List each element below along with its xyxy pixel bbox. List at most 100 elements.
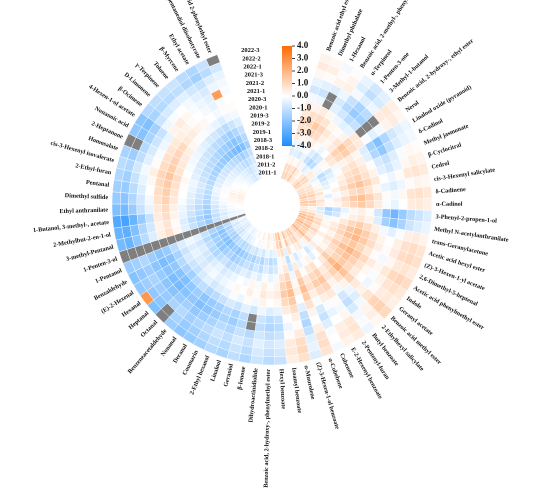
heatmap-cell [170, 218, 181, 228]
colorbar-tick-label: 4.0 [297, 40, 309, 50]
compound-label: β-Ionone [236, 366, 247, 391]
heatmap-cell [273, 298, 282, 308]
heatmap-cell [161, 204, 171, 213]
sample-label: 2022-2 [242, 55, 260, 62]
heatmap-cell [415, 198, 424, 211]
sample-label: 2011-1 [258, 170, 276, 177]
heatmap-cell [414, 209, 424, 222]
heatmap-cell [153, 204, 162, 214]
compound-label: Nerol [404, 99, 420, 113]
heatmap-cell [272, 265, 279, 275]
heatmap-cell [357, 207, 367, 216]
compound-label: 1-Butanol, 3-methyl-, acetate [33, 219, 110, 234]
heatmap-cell [145, 213, 155, 224]
heatmap-cell [162, 219, 173, 230]
heatmap-cell [120, 214, 131, 228]
compound-label: α-Muurolene [302, 365, 316, 401]
compound-label: Ethyl anthranilate [59, 207, 108, 216]
sample-label: 2022-1 [243, 63, 261, 70]
heatmap-cell [194, 204, 204, 211]
heatmap-cell [406, 198, 416, 211]
heatmap-cell [364, 185, 374, 195]
heatmap-cell [398, 209, 408, 221]
heatmap-cell [388, 217, 399, 229]
heatmap-cell [219, 204, 228, 209]
heatmap-cell [136, 213, 147, 225]
sample-label: 2019-3 [250, 112, 269, 119]
heatmap-cell [380, 216, 391, 228]
heatmap-cell [356, 193, 367, 202]
heatmap-cell [251, 346, 264, 357]
heatmap-cell [258, 297, 267, 308]
colorbar-tick-label: -3.0 [297, 128, 312, 138]
heatmap-cell [128, 192, 138, 205]
heatmap-cell [186, 204, 195, 212]
heatmap-cell [273, 314, 284, 324]
heatmap-cell [282, 321, 294, 332]
compound-label: Cedrol [431, 160, 450, 171]
heatmap-cell [398, 199, 408, 210]
compound-label: α-Cadinol [436, 201, 463, 208]
heatmap-cell [265, 298, 274, 308]
heatmap-cell [262, 356, 275, 366]
heatmap-cell [194, 209, 204, 217]
heatmap-cell [373, 208, 383, 218]
heatmap-cell [332, 201, 342, 208]
heatmap-cell [274, 331, 285, 341]
heatmap-cell [281, 305, 291, 316]
compound-label: 3-Phenyl-2-propen-1-ol [435, 213, 497, 224]
heatmap-cell [186, 197, 195, 205]
heatmap-cell [128, 182, 139, 195]
heatmap-cell [169, 204, 179, 213]
heatmap-cell [348, 194, 358, 202]
heatmap-cell [332, 196, 342, 203]
heatmap-cell [355, 186, 366, 196]
heatmap-cell [272, 240, 277, 250]
heatmap-cell [267, 265, 274, 275]
compound-label: Isoamyl benzoate [290, 367, 303, 414]
heatmap-cell [349, 201, 358, 209]
heatmap-cell [227, 204, 237, 209]
heatmap-cell [397, 188, 408, 200]
sample-label: 2018-1 [256, 153, 274, 160]
heatmap-cell [136, 193, 146, 205]
heatmap-cell [272, 257, 278, 267]
heatmap-cell [111, 203, 121, 217]
sample-label: 2021-3 [245, 72, 264, 79]
heatmap-cell [406, 187, 416, 200]
heatmap-cell [381, 208, 391, 219]
heatmap-cell [250, 355, 264, 365]
heatmap-cell [285, 346, 298, 357]
heatmap-cell [283, 329, 296, 340]
heatmap-cell [161, 187, 172, 197]
heatmap-cell [256, 170, 263, 180]
heatmap-cell [272, 249, 278, 258]
compound-label: Linalool [209, 359, 223, 382]
heatmap-cell [406, 209, 416, 222]
colorbar-tick-label: -4.0 [297, 140, 312, 150]
heatmap-cell [136, 183, 147, 195]
colorbar-tick-label: 1.0 [297, 78, 309, 88]
sample-label: 2019-2 [251, 121, 269, 128]
sample-label: 2019-1 [253, 129, 271, 136]
heatmap-cell [202, 204, 212, 211]
heatmap-cell [284, 338, 297, 349]
heatmap-cell [273, 281, 281, 291]
heatmap-cell [390, 199, 400, 210]
heatmap-cell [315, 198, 325, 204]
heatmap-cell [268, 257, 274, 267]
heatmap-cell [279, 281, 287, 291]
sample-label: 2022-3 [241, 47, 260, 54]
sample-label: 2018-2 [255, 145, 273, 152]
heatmap-cell [388, 180, 399, 192]
heatmap-cell [382, 199, 391, 210]
compound-label: Linalool oxide (pyranoid) [411, 84, 473, 124]
heatmap-cell [128, 203, 138, 216]
heatmap-cell [254, 322, 266, 332]
heatmap-cell [153, 194, 163, 205]
sample-label: 2011-2 [257, 162, 275, 169]
heatmap-cell [144, 203, 154, 215]
heatmap-cell [263, 331, 275, 341]
heatmap-cell [112, 179, 123, 193]
heatmap-cell [280, 297, 290, 308]
